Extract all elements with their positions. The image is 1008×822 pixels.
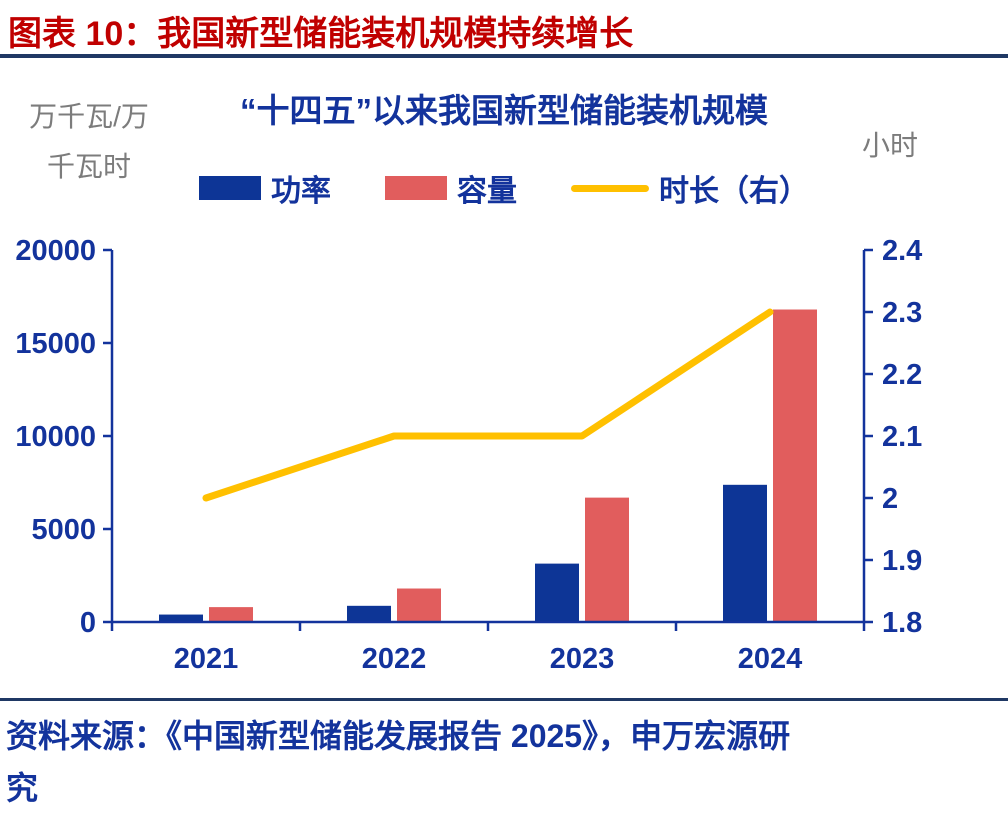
legend-label-capacity: 容量 [457,175,517,208]
legend: 功率 容量 时长（右） [60,170,948,208]
legend-label-power: 功率 [271,175,331,208]
bar-2021-1 [209,607,253,622]
bar-2023-0 [535,563,579,622]
header-divider [0,54,1008,58]
chart-title: “十四五”以来我国新型储能装机规模 [240,92,768,129]
right-tick-label: 2.1 [882,421,922,453]
left-tick-label: 15000 [15,328,96,360]
left-tick-label: 0 [80,607,96,639]
bar-2024-1 [773,309,817,622]
left-tick-label: 5000 [31,514,96,546]
left-tick-label: 20000 [15,235,96,267]
figure-title: 图表 10：我国新型储能装机规模持续增长 [8,15,634,53]
right-tick-label: 1.9 [882,545,922,577]
legend-item-duration: 时长（右） [571,166,809,210]
bar-2022-1 [397,588,441,622]
right-tick-label: 2 [882,483,898,515]
right-tick-label: 2.3 [882,297,922,329]
bar-2024-0 [723,484,767,622]
chart-canvas: 0 5000 10000 15000 20000 1.8 1.9 2 2.1 2.2 2.3 2.4 2… [15,235,922,675]
right-tick-label: 2.4 [882,235,922,267]
source-note: 资料来源：《中国新型储能发展报告 2025》，申万宏源研 究 [6,710,986,814]
legend-swatch-duration [571,184,649,192]
legend-swatch-power [199,176,261,200]
bar-2023-1 [585,497,629,622]
right-tick-label: 1.8 [882,607,922,639]
source-note-line-2: 究 [6,770,39,806]
legend-item-power: 功率 [199,166,331,210]
bar-2021-0 [159,614,203,622]
x-category-label: 2021 [174,643,239,675]
footer-divider [0,698,1008,701]
x-category-label: 2022 [362,643,427,675]
source-note-line-1: 资料来源：《中国新型储能发展报告 2025》，申万宏源研 [6,718,791,754]
bar-2022-0 [347,605,391,622]
right-tick-label: 2.2 [882,359,922,391]
legend-swatch-capacity [385,176,447,200]
x-category-label: 2024 [738,643,803,675]
left-tick-label: 10000 [15,421,96,453]
right-axis-unit: 小时 [862,130,919,161]
legend-item-capacity: 容量 [385,166,517,210]
left-axis-unit: 万千瓦/万 千瓦时 [8,92,170,192]
left-axis-unit-line-2: 千瓦时 [46,151,131,182]
duration-line [202,308,774,502]
legend-label-duration: 时长（右） [659,175,809,208]
left-axis-unit-line-1: 万千瓦/万 [29,101,149,132]
x-category-label: 2023 [550,643,615,675]
